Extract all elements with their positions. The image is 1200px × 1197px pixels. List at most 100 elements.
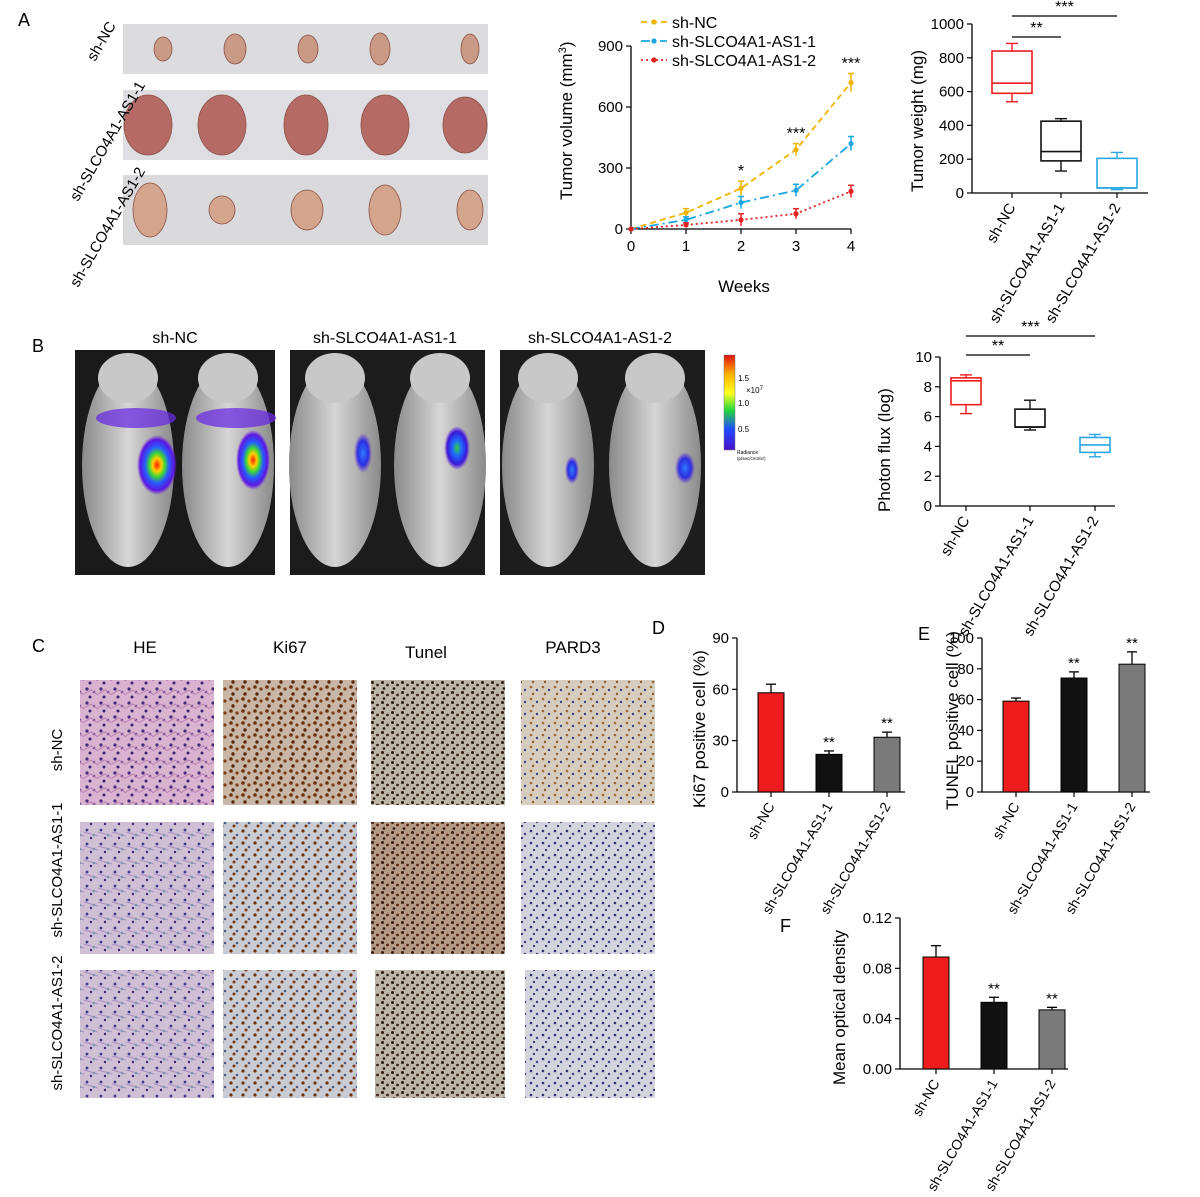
scale-unit-2: (p/sec/cm2/sr) <box>737 456 766 461</box>
barD-y-tick-label: 30 <box>712 733 729 750</box>
mouse-body <box>394 363 486 567</box>
tumor-photo-panel: sh-NC sh-SLCO4A1-AS1-1 sh-SLCO4A1-AS1-2 <box>67 19 488 290</box>
series-line-2 <box>630 142 852 230</box>
line-chart-axes: 0 300 600 900 0 1 2 3 4 <box>598 38 855 255</box>
panel-label-c: C <box>32 636 45 656</box>
luminescence-signal <box>675 452 695 484</box>
boxB-y-tick-label: 6 <box>924 409 932 426</box>
barD-y-tick-label: 90 <box>712 630 729 647</box>
mouse-images <box>82 353 701 567</box>
bar-3 <box>1118 663 1146 793</box>
series-point <box>628 226 634 232</box>
line-chart-y-tick-label: 300 <box>598 160 623 177</box>
tumor-weight-box-plot: 02004006008001000sh-NCsh-SLCO4A1-AS1-1sh… <box>931 0 1148 326</box>
line-chart-y-tick-label: 600 <box>598 99 623 116</box>
histology-panel: HE Ki67 Tunel PARD3 sh-NC sh-SLCO4A1-AS1… <box>49 638 655 1098</box>
radiance-color-scale <box>723 354 736 451</box>
ki67-bar-chart: 0306090sh-NC**sh-SLCO4A1-AS1-1**sh-SLCO4… <box>712 630 905 917</box>
significance-mark: *** <box>787 126 806 143</box>
luminescence-signal <box>137 435 177 495</box>
significance-mark: ** <box>992 338 1004 355</box>
histology-ki67-as1-1 <box>223 822 357 954</box>
series-point <box>848 80 854 86</box>
line-chart-x-tick-label: 0 <box>627 238 635 255</box>
tumor-specimen <box>297 34 319 64</box>
legend-marker <box>651 19 657 25</box>
line-chart-series: ******* <box>628 55 861 232</box>
histology-he-as1-2 <box>80 970 214 1098</box>
tumor-specimen <box>153 36 173 62</box>
box-x-tick-label: sh-NC <box>983 200 1019 245</box>
boxA-y-tick-label: 600 <box>939 84 964 101</box>
histology-col-pard3: PARD3 <box>545 638 600 657</box>
series-point <box>793 211 799 217</box>
significance-mark: *** <box>1055 0 1074 16</box>
luminescence-signal <box>354 433 372 473</box>
box-3 <box>1096 157 1138 189</box>
line-chart-x-tick-label: 1 <box>682 238 690 255</box>
bar-3 <box>873 736 901 793</box>
tunel-ylabel: TUNEL positive cell (%) <box>943 631 962 810</box>
tumor-row-label-1: sh-NC <box>84 19 120 64</box>
significance-mark: ** <box>1126 635 1138 652</box>
mouse-head <box>410 353 470 403</box>
tumor-specimen <box>290 189 324 231</box>
box-2 <box>1040 120 1082 162</box>
box-x-tick-label: sh-SLCO4A1-AS1-2 <box>1020 514 1102 639</box>
boxA-y-tick-label: 400 <box>939 117 964 134</box>
mouse-body <box>289 363 381 567</box>
tumor-weight-ylabel: Tumor weight (mg) <box>908 50 927 192</box>
series-point <box>793 147 799 153</box>
line-chart-x-tick-label: 4 <box>847 238 855 255</box>
mouse-body <box>502 363 594 567</box>
histology-tunel-as1-2 <box>375 970 505 1098</box>
boxA-y-tick-label: 1000 <box>931 16 964 33</box>
box-x-tick-label: sh-NC <box>937 513 973 558</box>
bioluminescence-panel: sh-NC sh-SLCO4A1-AS1-1 sh-SLCO4A1-AS1-2 … <box>75 330 766 575</box>
significance-mark: *** <box>842 55 861 72</box>
barD-y-tick-label: 60 <box>712 681 729 698</box>
legend-label: sh-NC <box>672 15 717 32</box>
panel-label-d: D <box>652 618 665 638</box>
barF-y-tick-label: 0.00 <box>863 1061 892 1078</box>
boxB-y-tick-label: 4 <box>924 438 932 455</box>
histology-pard3-as1-1 <box>521 822 655 954</box>
series-point <box>683 217 689 223</box>
mouse-head <box>625 353 685 403</box>
boxB-y-tick-label: 2 <box>924 468 932 485</box>
bar-1 <box>1002 700 1030 793</box>
histology-pard3-sh-nc <box>521 680 655 805</box>
barF-y-tick-label: 0.12 <box>863 910 892 927</box>
histology-tunel-sh-nc <box>371 680 505 805</box>
barF-y-tick-label: 0.08 <box>863 960 892 977</box>
tumor-specimen <box>456 189 484 231</box>
tumor-specimens <box>123 32 488 238</box>
scale-tick-2: 1.0 <box>738 399 750 408</box>
signal-neck <box>96 408 176 428</box>
barD-y-tick-label: 0 <box>721 784 729 801</box>
ki67-ylabel: Ki67 positive cell (%) <box>690 650 709 808</box>
histology-tunel-as1-1 <box>371 822 505 954</box>
series-point <box>683 222 689 228</box>
bar-2 <box>815 753 843 793</box>
luminescence-signal <box>565 456 579 484</box>
scale-tick-3: 0.5 <box>738 425 750 434</box>
tumor-specimen <box>197 94 247 156</box>
line-chart-x-tick-label: 3 <box>792 238 800 255</box>
histology-col-he: HE <box>133 638 157 657</box>
box-1 <box>950 377 982 406</box>
legend-marker <box>651 38 657 44</box>
bar-x-tick-label: sh-NC <box>909 1077 943 1119</box>
barF-y-tick-label: 0.04 <box>863 1011 892 1028</box>
series-point <box>738 199 744 206</box>
box-1 <box>991 50 1033 95</box>
line-chart-y-tick-label: 900 <box>598 38 623 55</box>
mouse-head <box>198 353 258 403</box>
histology-he-as1-1 <box>80 822 214 954</box>
bar-2 <box>1060 677 1088 793</box>
histology-col-tunel: Tunel <box>405 643 447 662</box>
tumor-specimen <box>460 33 480 65</box>
histology-row-as1-1: sh-SLCO4A1-AS1-1 <box>49 802 66 937</box>
